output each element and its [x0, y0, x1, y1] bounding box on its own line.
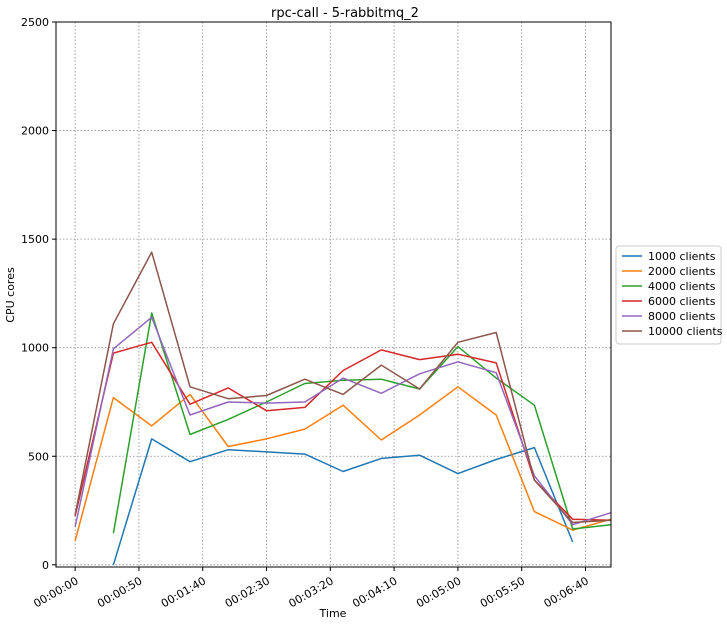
legend-label: 4000 clients	[648, 280, 716, 293]
legend-label: 1000 clients	[648, 250, 716, 263]
plot-frame	[55, 21, 612, 568]
y-tick-label: 1500	[21, 233, 49, 246]
legend-label: 2000 clients	[648, 265, 716, 278]
y-tick-label: 0	[42, 559, 49, 572]
chart-title: rpc-call - 5-rabbitmq_2	[271, 6, 419, 21]
legend-label: 10000 clients	[648, 325, 723, 338]
series-line-1000-clients	[112, 438, 574, 566]
series-line-10000-clients	[74, 251, 612, 524]
y-axis-label: CPU cores	[4, 267, 17, 323]
y-tick-label: 1000	[21, 342, 49, 355]
series-line-2000-clients	[74, 386, 612, 542]
y-tick-layer: 0 500 1000 1500 2000 2500	[21, 16, 56, 572]
legend-box	[615, 245, 722, 345]
series-layer	[74, 251, 612, 566]
y-tick-label: 500	[28, 450, 49, 463]
y-tick-label: 2000	[21, 125, 49, 138]
y-tick-label: 2500	[21, 16, 49, 29]
x-axis-label: Time	[319, 607, 347, 620]
legend: 1000 clients 2000 clients 4000 clients 6000…	[615, 245, 723, 345]
legend-label: 8000 clients	[648, 310, 716, 323]
series-line-8000-clients	[74, 316, 612, 527]
legend-label: 6000 clients	[648, 295, 716, 308]
